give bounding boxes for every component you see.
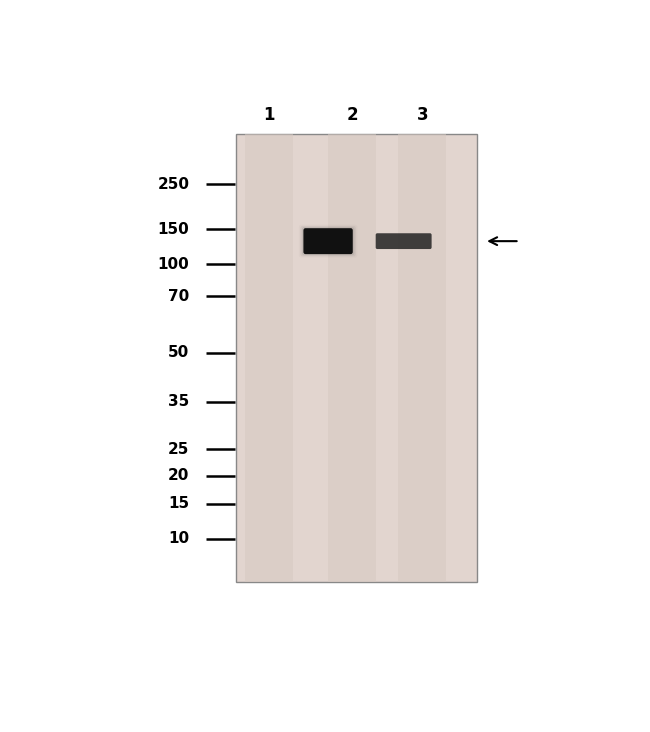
Text: 35: 35 [168, 395, 190, 409]
Text: 10: 10 [168, 531, 190, 546]
Text: 1: 1 [263, 106, 274, 124]
FancyBboxPatch shape [376, 234, 432, 249]
Text: 3: 3 [417, 106, 428, 124]
Text: 50: 50 [168, 346, 190, 360]
Text: 70: 70 [168, 289, 190, 304]
Text: 100: 100 [158, 257, 190, 272]
FancyBboxPatch shape [304, 228, 353, 254]
Text: 2: 2 [346, 106, 358, 124]
Bar [398, 134, 446, 582]
Text: 250: 250 [157, 176, 190, 192]
FancyBboxPatch shape [302, 227, 354, 255]
Bar [328, 134, 376, 582]
Text: 15: 15 [168, 496, 190, 512]
Text: 20: 20 [168, 468, 190, 483]
FancyBboxPatch shape [300, 226, 356, 256]
Bar [237, 134, 476, 582]
Bar [244, 134, 292, 582]
Text: 25: 25 [168, 441, 190, 457]
Text: 150: 150 [158, 222, 190, 237]
